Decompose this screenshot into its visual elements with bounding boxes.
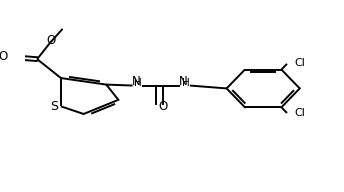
Text: N: N xyxy=(131,75,140,88)
Text: O: O xyxy=(158,100,167,113)
Text: O: O xyxy=(0,50,8,63)
Text: O: O xyxy=(47,34,56,47)
Text: H: H xyxy=(182,78,190,88)
Text: S: S xyxy=(50,100,58,113)
Text: N: N xyxy=(179,75,188,88)
Text: Cl: Cl xyxy=(294,59,305,69)
Text: H: H xyxy=(134,78,142,88)
Text: Cl: Cl xyxy=(294,108,305,118)
